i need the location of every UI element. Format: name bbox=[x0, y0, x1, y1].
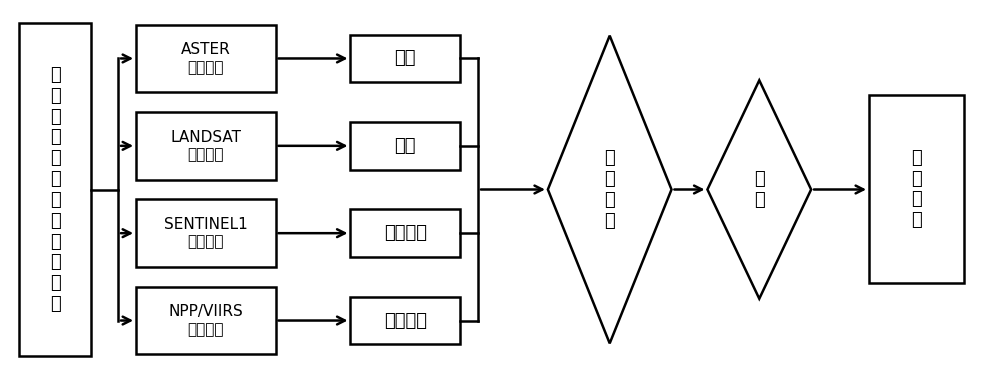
FancyBboxPatch shape bbox=[350, 209, 460, 257]
FancyBboxPatch shape bbox=[136, 112, 276, 180]
FancyBboxPatch shape bbox=[350, 297, 460, 345]
FancyBboxPatch shape bbox=[136, 199, 276, 267]
Polygon shape bbox=[548, 36, 672, 343]
Text: 层
次
分
析: 层 次 分 析 bbox=[604, 149, 615, 230]
Text: ASTER
高程数据: ASTER 高程数据 bbox=[181, 42, 231, 75]
Text: 分
级: 分 级 bbox=[754, 170, 765, 209]
Text: SENTINEL1
卫星数据: SENTINEL1 卫星数据 bbox=[164, 217, 248, 249]
FancyBboxPatch shape bbox=[19, 23, 91, 356]
Text: 高程: 高程 bbox=[395, 50, 416, 67]
Text: NPP/VIIRS
灯光数据: NPP/VIIRS 灯光数据 bbox=[168, 304, 243, 337]
Text: 脆
弱
等
级: 脆 弱 等 级 bbox=[911, 149, 922, 229]
FancyBboxPatch shape bbox=[350, 34, 460, 82]
FancyBboxPatch shape bbox=[136, 25, 276, 92]
FancyBboxPatch shape bbox=[136, 287, 276, 354]
Text: 土地利用: 土地利用 bbox=[384, 224, 427, 242]
Text: LANDSAT
卫星数据: LANDSAT 卫星数据 bbox=[170, 130, 241, 162]
Text: 社会经济: 社会经济 bbox=[384, 312, 427, 329]
FancyBboxPatch shape bbox=[869, 95, 964, 283]
Text: 乡
镇
尺
度
海
啸
灾
害
脆
弱
评
估: 乡 镇 尺 度 海 啸 灾 害 脆 弱 评 估 bbox=[50, 66, 61, 313]
FancyBboxPatch shape bbox=[350, 122, 460, 170]
Polygon shape bbox=[707, 80, 811, 299]
Text: 坡度: 坡度 bbox=[395, 137, 416, 155]
